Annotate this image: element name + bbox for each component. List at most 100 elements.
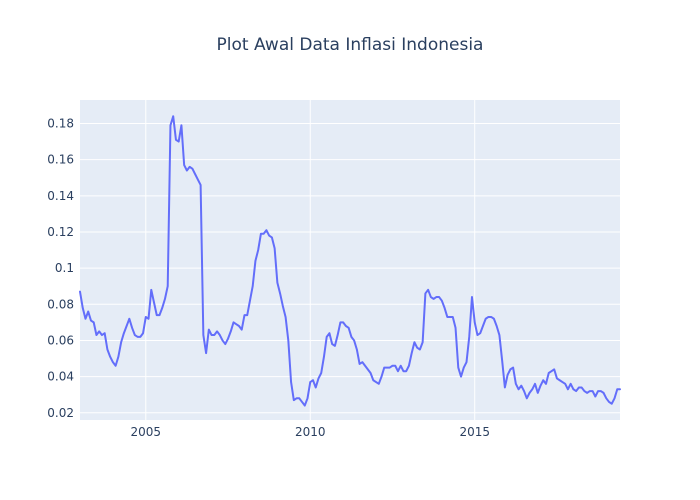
data-point	[115, 365, 117, 367]
data-point	[194, 173, 196, 175]
data-point	[583, 390, 585, 392]
data-point	[331, 343, 333, 345]
data-point	[301, 401, 303, 403]
data-point	[172, 115, 174, 117]
data-point	[224, 343, 226, 345]
data-point	[241, 329, 243, 331]
data-point	[570, 383, 572, 385]
data-point	[221, 339, 224, 342]
data-point	[109, 356, 111, 358]
data-point	[413, 341, 416, 343]
data-point	[539, 385, 542, 387]
data-point	[449, 316, 451, 318]
data-point	[274, 247, 276, 249]
data-point	[402, 370, 405, 372]
data-point	[358, 363, 361, 365]
data-point	[254, 260, 257, 262]
data-point	[438, 296, 440, 298]
data-point	[457, 366, 459, 369]
data-point	[126, 325, 128, 327]
data-point	[364, 365, 366, 367]
data-point	[189, 166, 191, 168]
data-point	[164, 298, 166, 300]
data-point	[454, 327, 457, 329]
data-point	[515, 383, 517, 385]
data-point	[153, 301, 155, 304]
data-point	[375, 381, 377, 383]
data-point	[235, 323, 237, 325]
data-point	[339, 321, 342, 323]
data-point	[216, 330, 218, 333]
data-point	[95, 334, 98, 336]
data-point	[131, 327, 133, 329]
data-point	[613, 397, 616, 399]
data-point	[474, 321, 476, 323]
data-point	[293, 399, 295, 401]
data-point	[602, 392, 605, 394]
data-point	[79, 291, 81, 293]
inflation-series-line	[79, 115, 621, 407]
data-point	[191, 168, 193, 170]
data-point	[200, 184, 202, 186]
data-point	[337, 334, 339, 336]
data-point	[537, 392, 539, 394]
data-point	[517, 388, 520, 390]
data-point	[350, 336, 352, 338]
data-point	[526, 397, 528, 399]
data-point	[550, 370, 553, 372]
data-point	[452, 316, 454, 318]
y-tick-label: 0.14	[47, 189, 74, 203]
data-point	[312, 379, 314, 381]
data-point	[411, 352, 413, 354]
data-point	[279, 292, 281, 295]
data-point	[306, 397, 309, 399]
data-point	[180, 124, 183, 126]
data-point	[93, 321, 95, 323]
data-point	[465, 361, 468, 363]
data-point	[98, 330, 100, 333]
y-tick-label: 0.16	[47, 153, 74, 167]
data-point	[433, 298, 435, 300]
data-point	[367, 368, 369, 370]
data-point	[178, 140, 180, 143]
data-point	[183, 164, 185, 166]
data-point	[120, 341, 122, 343]
data-point	[150, 289, 152, 291]
data-point	[498, 334, 500, 336]
data-point	[597, 390, 599, 392]
data-point	[575, 390, 577, 392]
data-point	[581, 386, 583, 389]
y-axis: 0.02 0.04 0.06 0.08 0.1 0.12 0.14 0.16 0.18	[47, 117, 74, 420]
data-point	[271, 236, 273, 238]
data-point	[232, 321, 235, 323]
data-point	[397, 370, 399, 372]
series-group	[79, 115, 621, 407]
data-point	[252, 285, 254, 287]
data-point	[317, 377, 320, 380]
data-point	[230, 330, 232, 333]
data-point	[523, 390, 525, 392]
plot-area	[80, 100, 620, 420]
data-point	[268, 234, 270, 237]
data-point	[548, 372, 550, 374]
data-point	[485, 318, 487, 320]
data-point	[315, 386, 317, 389]
data-point	[608, 401, 610, 403]
data-point	[559, 379, 561, 381]
data-point	[287, 339, 289, 342]
data-point	[501, 359, 503, 361]
chart-title: Plot Awal Data Inflasi Indonesia	[217, 35, 484, 55]
data-point	[441, 300, 443, 302]
data-point	[380, 376, 383, 378]
data-point	[504, 386, 506, 389]
data-point	[446, 316, 448, 318]
data-point	[594, 395, 596, 398]
data-point	[249, 300, 251, 302]
data-point	[616, 388, 618, 390]
data-point	[378, 383, 380, 385]
data-point	[389, 366, 391, 369]
data-point	[263, 233, 265, 235]
data-point	[422, 341, 424, 343]
data-point	[298, 397, 300, 399]
data-point	[443, 307, 446, 309]
